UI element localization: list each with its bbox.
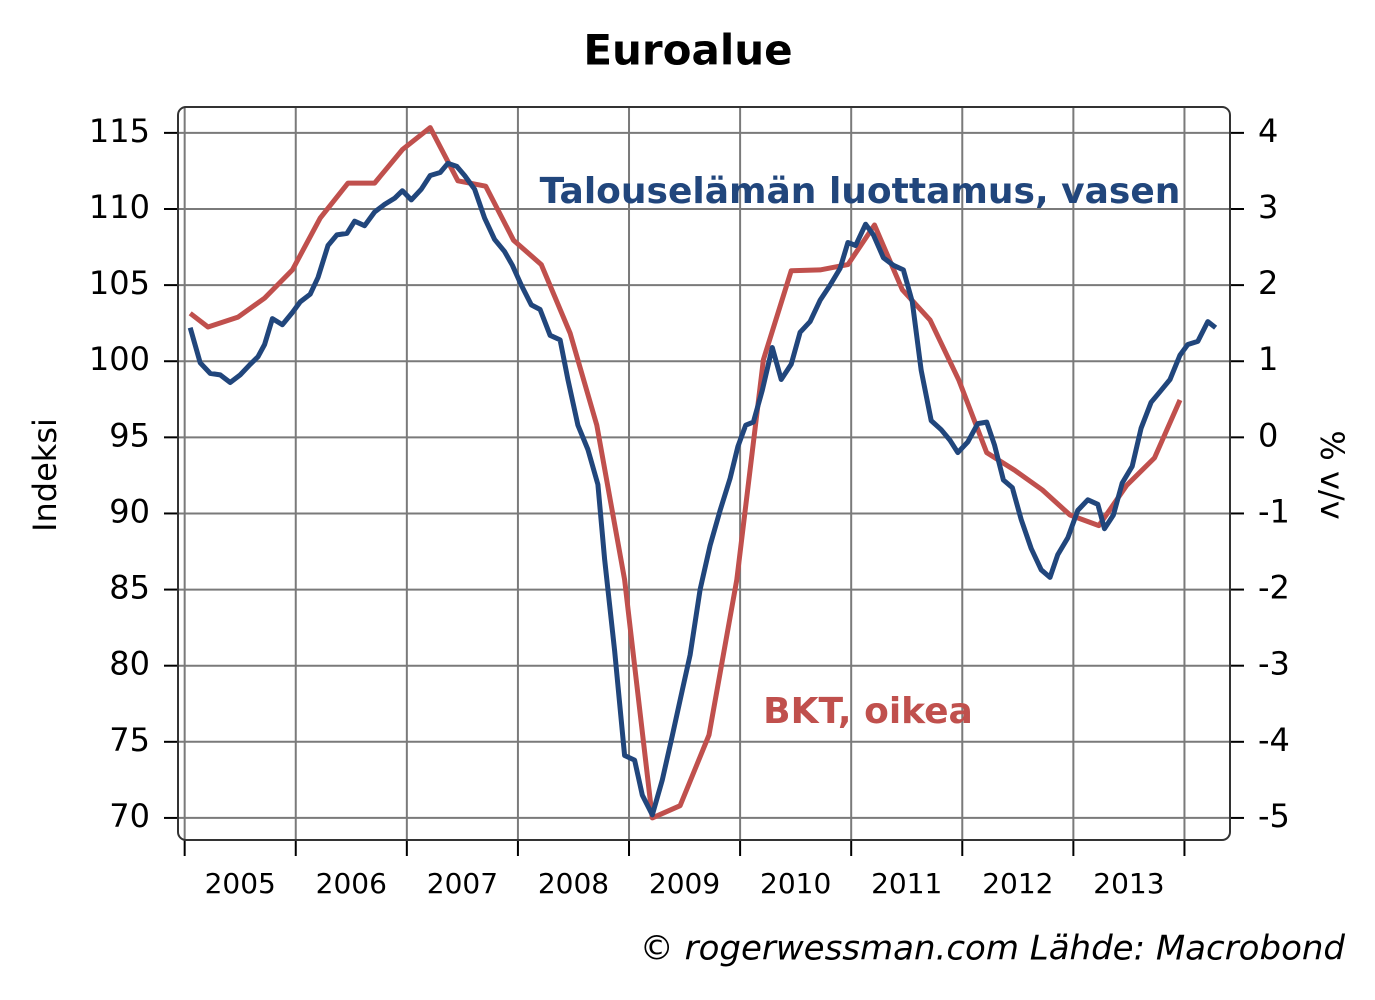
- x-tick-label: 2005: [205, 867, 276, 900]
- y2-tick-label: 3: [1258, 188, 1278, 226]
- y2-axis-label: % v/v: [1313, 430, 1351, 519]
- y-tick-label: 115: [89, 112, 150, 150]
- y2-tick-label: 2: [1258, 264, 1278, 302]
- x-tick-label: 2013: [1093, 867, 1164, 900]
- y-tick-label: 70: [109, 797, 150, 835]
- series-line: [187, 160, 1218, 818]
- series-annotation: BKT, oikea: [763, 691, 973, 732]
- y2-tick-label: -2: [1258, 569, 1290, 607]
- x-tick-label: 2009: [649, 867, 720, 900]
- x-tick-label: 2008: [538, 867, 609, 900]
- y2-tick-label: 4: [1258, 112, 1278, 150]
- plot-frame: [177, 106, 1231, 841]
- x-tick-label: 2006: [316, 867, 387, 900]
- y-tick-label: 105: [89, 264, 150, 302]
- y-tick-label: 85: [109, 569, 150, 607]
- x-tick-label: 2007: [427, 867, 498, 900]
- y-tick-label: 110: [89, 188, 150, 226]
- x-tick-label: 2012: [982, 867, 1053, 900]
- chart-title: Euroalue: [583, 26, 792, 75]
- y2-tick-label: 0: [1258, 416, 1278, 454]
- y-tick-label: 95: [109, 416, 150, 454]
- series-line: [188, 125, 1183, 821]
- source-note: © rogerwessman.com Lähde: Macrobond: [640, 929, 1346, 969]
- y-tick-label: 100: [89, 340, 150, 378]
- y2-tick-label: -4: [1258, 721, 1290, 759]
- series-annotation: Talouselämän luottamus, vasen: [540, 171, 1181, 212]
- y2-tick-label: -3: [1258, 645, 1290, 683]
- y-tick-label: 75: [109, 721, 150, 759]
- y-tick-label: 80: [109, 645, 150, 683]
- y2-tick-label: -5: [1258, 797, 1290, 835]
- y-axis-label: Indeksi: [26, 418, 64, 532]
- y2-tick-label: -1: [1258, 492, 1290, 530]
- x-tick-label: 2011: [871, 867, 942, 900]
- x-tick-label: 2010: [760, 867, 831, 900]
- y-tick-label: 90: [109, 492, 150, 530]
- y2-tick-label: 1: [1258, 340, 1278, 378]
